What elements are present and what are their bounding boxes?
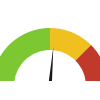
Wedge shape — [0, 28, 50, 86]
Polygon shape — [48, 47, 53, 86]
Wedge shape — [75, 45, 100, 86]
Circle shape — [48, 84, 53, 88]
Wedge shape — [50, 28, 91, 61]
